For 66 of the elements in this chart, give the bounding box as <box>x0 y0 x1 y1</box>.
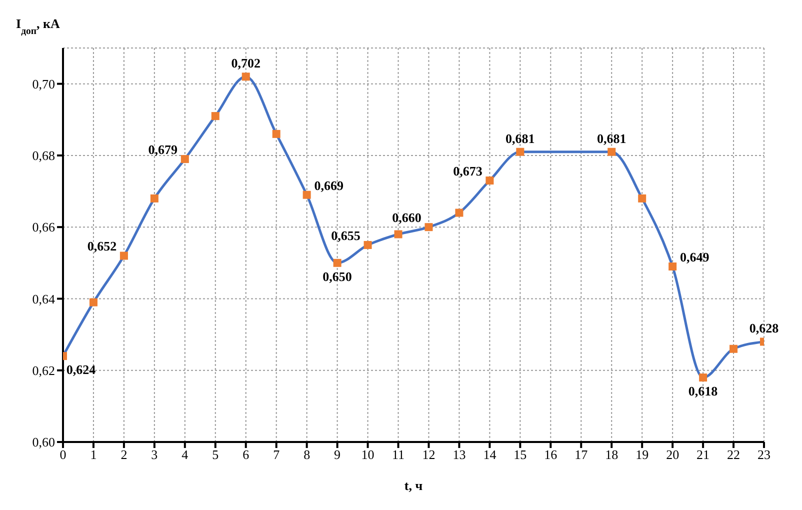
data-label: 0,649 <box>680 249 710 264</box>
x-tick-label: 2 <box>120 447 128 462</box>
x-tick-label: 0 <box>60 447 66 462</box>
x-tick-label: 21 <box>696 447 710 462</box>
x-axis-title: t, ч <box>404 478 423 493</box>
x-tick-label: 18 <box>605 447 618 462</box>
data-label: 0,673 <box>453 164 483 179</box>
point <box>486 176 494 185</box>
point <box>211 112 220 120</box>
x-tick-label: 11 <box>392 447 405 462</box>
x-tick-label: 9 <box>334 447 341 462</box>
y-tick-label: 0,66 <box>32 220 56 235</box>
point <box>455 208 464 217</box>
point <box>333 258 342 267</box>
y-tick-label: 0,62 <box>32 362 55 378</box>
point <box>394 230 402 238</box>
data-label: 0,624 <box>66 362 96 378</box>
x-tick-label: 23 <box>758 447 770 462</box>
x-tick-label: 15 <box>514 447 527 462</box>
data-label: 0,655 <box>331 228 361 243</box>
x-tick-label: 4 <box>182 447 189 462</box>
y-axis-title: I$_{доп}$, кА <box>16 16 60 36</box>
point <box>364 241 372 249</box>
x-tick-label: 7 <box>273 447 280 462</box>
data-label: 0,618 <box>688 384 718 399</box>
point <box>424 223 433 232</box>
point <box>668 262 677 270</box>
point <box>120 252 128 260</box>
point <box>302 190 311 199</box>
x-tick-label: 3 <box>151 447 158 462</box>
x-tick-label: 6 <box>242 447 250 462</box>
x-tick-label: 10 <box>361 447 374 462</box>
point <box>242 72 250 81</box>
x-tick-label: 20 <box>666 447 680 462</box>
x-tick-label: 17 <box>574 447 588 462</box>
point <box>272 130 280 138</box>
point <box>638 194 646 202</box>
data-label: 0,702 <box>231 56 260 71</box>
point <box>89 298 98 306</box>
point <box>150 194 158 202</box>
x-tick-label: 22 <box>727 447 740 462</box>
data-label: 0,681 <box>506 130 535 146</box>
data-label: 0,628 <box>749 320 780 336</box>
x-tick-label: 14 <box>483 447 497 462</box>
x-tick-label: 16 <box>544 447 558 462</box>
point <box>699 374 708 382</box>
data-label: 0,669 <box>314 178 344 193</box>
data-label: 0,681 <box>596 130 626 146</box>
point <box>608 148 616 156</box>
data-label: 0,650 <box>322 268 352 284</box>
x-tick-label: 13 <box>452 447 466 462</box>
y-tick-label: 0,64 <box>32 291 56 306</box>
point <box>516 148 524 156</box>
data-label: 0,660 <box>392 210 422 226</box>
point <box>730 344 738 353</box>
data-label: 0,679 <box>148 142 178 158</box>
y-tick-label: 0,60 <box>32 434 55 450</box>
x-tick-label: 5 <box>212 447 219 462</box>
x-tick-label: 1 <box>90 447 97 462</box>
x-tick-label: 8 <box>304 447 310 462</box>
y-tick-label: 0,70 <box>32 76 55 92</box>
x-tick-label: 12 <box>422 447 436 462</box>
point <box>180 155 189 164</box>
data-label: 0,652 <box>87 238 117 254</box>
y-tick-label: 0,68 <box>32 148 55 164</box>
x-tick-label: 19 <box>636 447 649 462</box>
